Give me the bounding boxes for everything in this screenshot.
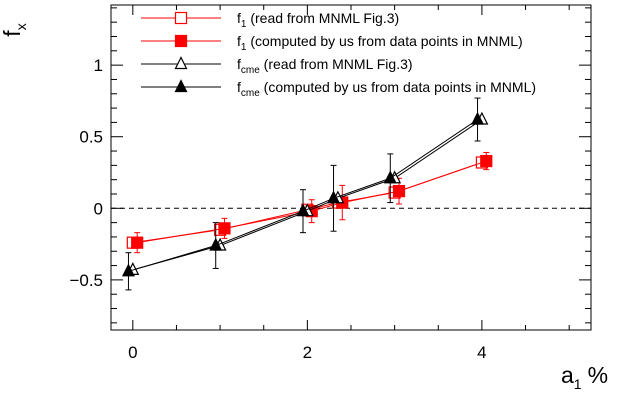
series-line bbox=[137, 160, 487, 244]
data-point bbox=[121, 263, 135, 277]
series-line bbox=[128, 119, 478, 272]
series-3 bbox=[126, 111, 489, 275]
data-point bbox=[174, 34, 188, 48]
series-1 bbox=[126, 156, 489, 249]
axis-ticks: 0 2 4 −0.5 0 0.5 1 bbox=[69, 5, 591, 362]
data-point bbox=[296, 203, 310, 217]
x-tick-label: 2 bbox=[303, 343, 312, 362]
data-point bbox=[174, 11, 188, 25]
legend-item-4: fcme (computed by us from data points in… bbox=[141, 79, 536, 99]
data-point bbox=[471, 111, 485, 125]
series-line bbox=[132, 162, 483, 244]
legend-item-1: f1 (read from MNML Fig.3) bbox=[141, 10, 399, 30]
data-point bbox=[218, 222, 231, 235]
y-tick-label: −0.5 bbox=[69, 271, 103, 290]
legend-label: fcme (read from MNML Fig.3) bbox=[237, 56, 413, 76]
data-point bbox=[383, 170, 397, 184]
series-2 bbox=[131, 151, 493, 254]
x-axis-title: a1% bbox=[561, 362, 608, 392]
series-4 bbox=[121, 97, 485, 291]
legend-item-3: fcme (read from MNML Fig.3) bbox=[141, 56, 413, 76]
plot-frame bbox=[110, 4, 592, 331]
y-tick-label: 0 bbox=[94, 199, 103, 218]
data-point bbox=[174, 79, 188, 93]
series-line bbox=[132, 119, 483, 271]
legend-item-2: f1 (computed by us from data points in M… bbox=[141, 33, 523, 53]
legend: f1 (read from MNML Fig.3) f1 (computed by… bbox=[141, 10, 536, 99]
data-point bbox=[480, 154, 493, 168]
legend-label: f1 (computed by us from data points in M… bbox=[237, 33, 523, 53]
y-tick-label: 1 bbox=[94, 56, 103, 75]
y-tick-label: 0.5 bbox=[79, 128, 103, 147]
data-point bbox=[174, 56, 188, 70]
data-point bbox=[327, 190, 341, 204]
data-point bbox=[131, 236, 144, 249]
x-tick-label: 4 bbox=[477, 343, 486, 362]
series-layer bbox=[121, 97, 493, 291]
data-point bbox=[392, 185, 406, 198]
y-axis-title: fx bbox=[0, 23, 29, 36]
data-point bbox=[209, 237, 223, 251]
x-tick-label: 0 bbox=[128, 343, 137, 362]
legend-label: f1 (read from MNML Fig.3) bbox=[237, 10, 399, 30]
legend-label: fcme (computed by us from data points in… bbox=[237, 79, 536, 99]
